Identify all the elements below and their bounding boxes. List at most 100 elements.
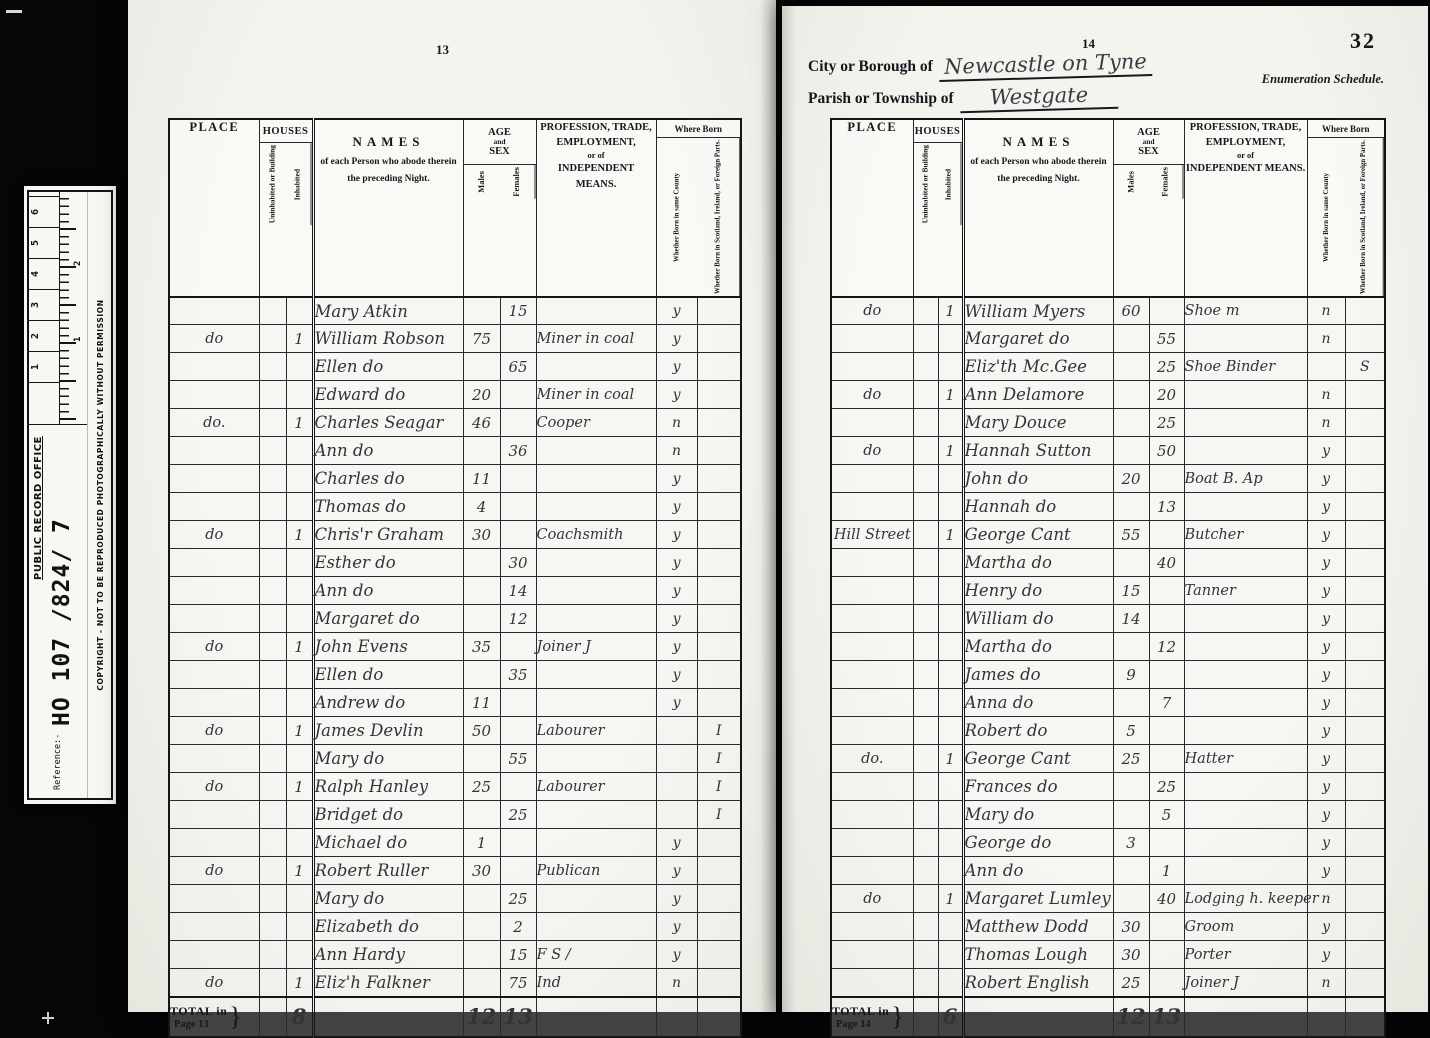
- col-profession: PROFESSION, TRADE, EMPLOYMENT, or of IND…: [1183, 118, 1308, 298]
- record-office-title: PUBLIC RECORD OFFICE: [33, 436, 44, 580]
- cell-name: Matthew Dodd: [961, 912, 1114, 942]
- cell-born-county: n: [1306, 408, 1346, 438]
- cell-profession: Shoe m: [1183, 296, 1308, 326]
- cell-uninhabited: [912, 856, 939, 886]
- cell-profession: [535, 352, 657, 382]
- cell-name: Ann do: [311, 576, 464, 606]
- cell-inhabited: [937, 800, 964, 830]
- table-row: Martha do 40 y: [830, 548, 1386, 578]
- cell-male-age: [1112, 884, 1150, 914]
- total-inhabited: 6: [937, 995, 964, 1038]
- cell-inhabited: [285, 828, 314, 858]
- cell-male-age: [462, 296, 501, 326]
- cell-born-elsewhere: [1344, 884, 1386, 914]
- table-row: Edward do 20 Miner in coal y: [168, 380, 742, 410]
- cell-inhabited: [285, 660, 314, 690]
- cell-inhabited: [937, 548, 964, 578]
- table-row: do 1 William Myers 60 Shoe m n: [830, 296, 1386, 326]
- cell-place: [830, 352, 914, 382]
- cell-born-county: y: [1306, 604, 1346, 634]
- cell-born-elsewhere: [1344, 660, 1386, 690]
- cell-name: Margaret Lumley: [961, 884, 1114, 914]
- cell-place: Hill Street: [830, 520, 914, 550]
- cell-profession: [1183, 688, 1308, 718]
- cell-place: [830, 968, 914, 998]
- cell-born-elsewhere: [1344, 548, 1386, 578]
- cell-inhabited: 1: [285, 716, 314, 746]
- table-row: Eliz'th Mc.Gee 25 Shoe Binder S: [830, 352, 1386, 382]
- cell-uninhabited: [258, 576, 287, 606]
- cell-born-county: y: [655, 464, 698, 494]
- cell-female-age: [1148, 744, 1185, 774]
- cell-born-elsewhere: [696, 352, 742, 382]
- cell-place: [830, 912, 914, 942]
- cell-born-county: y: [1306, 856, 1346, 886]
- cell-uninhabited: [912, 492, 939, 522]
- brace-glyph: }: [229, 1001, 242, 1031]
- cell-uninhabited: [912, 604, 939, 634]
- cell-male-age: 5: [1112, 716, 1150, 746]
- total-born-blank: [1344, 995, 1386, 1038]
- cell-born-county: y: [655, 380, 698, 410]
- ruler-inch-number: 2: [73, 260, 83, 266]
- table-row: Henry do 15 Tanner y: [830, 576, 1386, 606]
- cell-place: [830, 688, 914, 718]
- cell-born-county: y: [655, 520, 698, 550]
- table-row: Mary Atkin 15 y: [168, 296, 742, 326]
- cell-male-age: 46: [462, 408, 501, 438]
- cell-uninhabited: [912, 352, 939, 382]
- cell-profession: [535, 688, 657, 718]
- table-row: Thomas do 4 y: [168, 492, 742, 522]
- table-row: William do 14 y: [830, 604, 1386, 634]
- cell-inhabited: [285, 296, 314, 326]
- cell-born-elsewhere: [1344, 408, 1386, 438]
- cell-female-age: 40: [1148, 548, 1185, 578]
- col-houses: HOUSES Uninhabited or Building Inhabited: [912, 118, 964, 298]
- cell-place: [830, 408, 914, 438]
- cell-name: Ralph Hanley: [311, 772, 464, 802]
- cell-female-age: [499, 772, 537, 802]
- cell-profession: Tanner: [1183, 576, 1308, 606]
- cell-profession: Groom: [1183, 912, 1308, 942]
- cell-male-age: 55: [1112, 520, 1150, 550]
- census-table-left: PLACE HOUSES Uninhabited or Building Inh…: [168, 118, 743, 1038]
- total-label: TOTAL in Page 14 }: [830, 995, 914, 1038]
- cell-name: Thomas Lough: [961, 940, 1114, 970]
- cell-profession: [1183, 660, 1308, 690]
- cell-born-county: [655, 744, 698, 774]
- cell-place: do: [168, 324, 260, 354]
- cell-uninhabited: [258, 968, 287, 998]
- cell-born-elsewhere: [696, 492, 742, 522]
- cell-name: William Robson: [311, 324, 464, 354]
- reference-strip-content: PUBLIC RECORD OFFICE Reference:- HO 107 …: [27, 190, 113, 800]
- total-row: TOTAL in Page 14 } 6 12 13: [830, 995, 1386, 1038]
- cell-name: James Devlin: [311, 716, 464, 746]
- cell-place: [830, 800, 914, 830]
- census-table-right: PLACE HOUSES Uninhabited or Building Inh…: [830, 118, 1387, 1038]
- cell-profession: [1183, 548, 1308, 578]
- cell-born-elsewhere: [696, 632, 742, 662]
- cell-male-age: 1: [462, 828, 501, 858]
- cell-place: [168, 800, 260, 830]
- cell-name: George Cant: [961, 744, 1114, 774]
- cell-place: do: [830, 296, 914, 326]
- cell-female-age: 15: [499, 940, 537, 970]
- cell-profession: [1183, 436, 1308, 466]
- cell-profession: [535, 464, 657, 494]
- cell-uninhabited: [912, 716, 939, 746]
- copyright-notice: COPYRIGHT - NOT TO BE REPRODUCED PHOTOGR…: [87, 192, 112, 798]
- cell-born-county: [655, 716, 698, 746]
- cell-name: Mary do: [961, 800, 1114, 830]
- table-row: Mary do 25 y: [168, 884, 742, 914]
- cell-born-elsewhere: [696, 660, 742, 690]
- cell-inhabited: 1: [937, 744, 964, 774]
- cell-name: Mary do: [311, 884, 464, 914]
- cell-inhabited: [937, 940, 964, 970]
- total-uninhabited: [258, 995, 287, 1038]
- cell-uninhabited: [912, 520, 939, 550]
- cell-born-county: y: [655, 828, 698, 858]
- cell-male-age: 15: [1112, 576, 1150, 606]
- cell-female-age: 30: [499, 548, 537, 578]
- total-profession-blank: [535, 995, 657, 1038]
- cell-place: [830, 660, 914, 690]
